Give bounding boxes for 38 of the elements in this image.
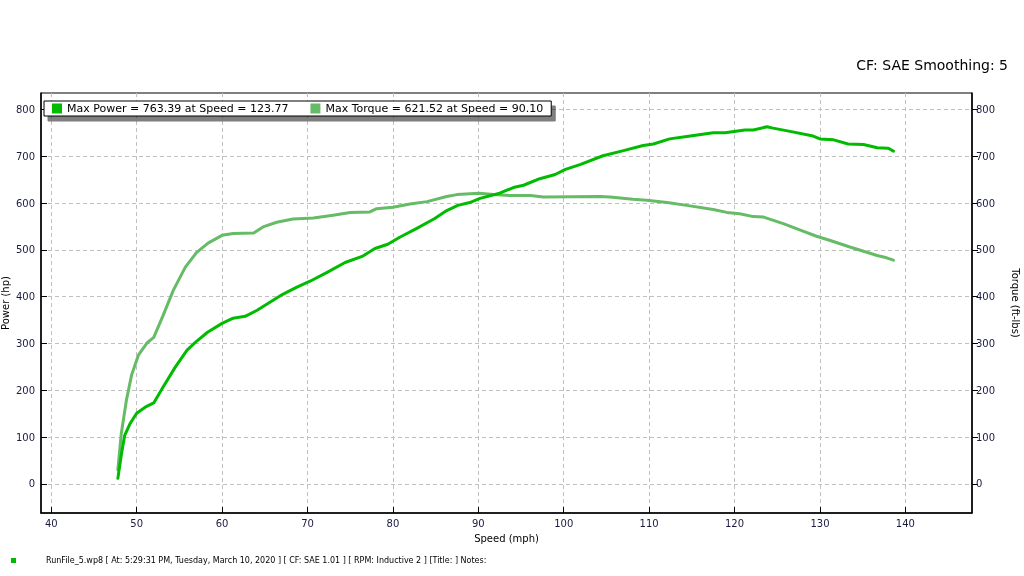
legend-label: Max Power = 763.39 at Speed = 123.77: [67, 102, 289, 115]
line-series: [116, 191, 895, 472]
y-tick-label: 0: [28, 478, 35, 490]
x-tick-label: 60: [215, 517, 229, 529]
text: CF: SAE Smoothing: 5: [856, 57, 1008, 73]
x-tick-label: 120: [725, 517, 745, 529]
x-tick-label: 100: [554, 517, 574, 529]
x-tick-label: 90: [471, 517, 485, 529]
y-tick-label: 700: [15, 150, 35, 162]
text: RunFile_5.wp8 [ At: 5:29:31 PM, Tuesday, March 10, 2020 ] [ CF: SAE 1.01 ] [ RPM: Inductive 2 ] [Title: ] Notes:: [46, 555, 487, 565]
x-tick-label: 80: [386, 517, 400, 529]
y-tick-label: 100: [15, 431, 35, 443]
y2-tick-label: 500: [976, 244, 996, 256]
x-tick-label: 130: [810, 517, 830, 529]
y-tick-label: 800: [15, 103, 35, 115]
x-tick-label: 110: [639, 517, 659, 529]
y2-tick-label: 0: [976, 478, 983, 490]
x-tick-label: 140: [895, 517, 915, 529]
y-tick-label: 600: [15, 197, 35, 209]
legend-label: Max Torque = 621.52 at Speed = 90.10: [325, 102, 544, 115]
y2-tick-label: 600: [976, 197, 996, 209]
y2-tick-label: 300: [976, 338, 996, 349]
line-series: [116, 125, 895, 480]
x-axis-title: Speed (mph): [474, 532, 539, 544]
y-axis-title: Power (hp): [0, 275, 11, 330]
x-tick-label: 70: [301, 517, 314, 529]
y-tick-label: 500: [15, 244, 35, 256]
y-tick-label: 400: [15, 291, 35, 303]
x-tick-label: 50: [130, 517, 144, 529]
y2-tick-label: 700: [976, 150, 996, 162]
y2-tick-label: 400: [976, 291, 996, 303]
y-tick-label: 300: [15, 338, 35, 349]
y-tick-label: 200: [15, 384, 35, 396]
y2-tick-label: 800: [976, 103, 996, 115]
y2-tick-label: 200: [976, 384, 996, 396]
y2-axis-title: Torque (ft-lbs): [1009, 267, 1021, 338]
x-tick-label: 40: [44, 517, 58, 529]
y2-tick-label: 100: [976, 431, 996, 443]
